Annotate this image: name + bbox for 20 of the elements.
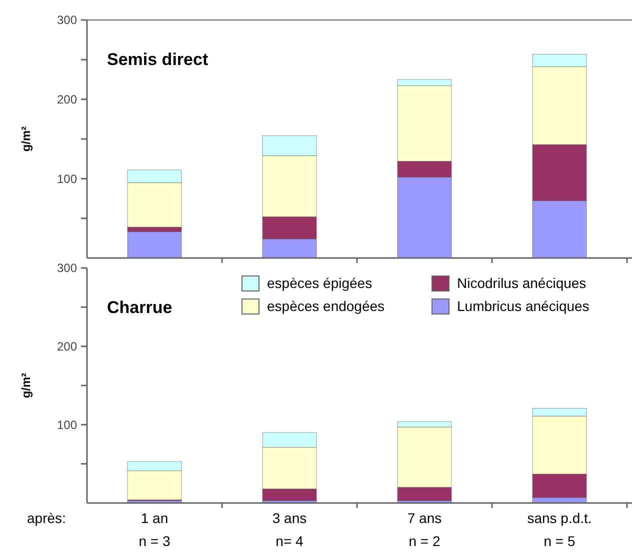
y-tick-label: 100 [56, 418, 78, 432]
y-tick-label: 300 [56, 261, 78, 276]
y-axis-title: g/m² [19, 372, 33, 398]
y-tick-label: 100 [56, 172, 78, 186]
x-tick-label: 3 ans n= 4 [272, 510, 307, 549]
y-tick-label: 300 [56, 13, 78, 28]
text: Semis direct [107, 50, 208, 69]
y-tick-label: 200 [56, 340, 78, 354]
legend-label: espèces endogées [267, 298, 385, 314]
x-tick-label: sans p.d.t. n = 5 [527, 510, 592, 549]
legend-label: espèces épigées [267, 275, 372, 291]
legend-label: Lumbricus anéciques [457, 298, 590, 314]
x-tick-label: 1 an n = 3 [138, 510, 170, 549]
text: Charrue [107, 298, 172, 317]
x-tick-label: 7 ans n = 2 [407, 510, 442, 549]
text: après: [27, 510, 66, 526]
legend-label: Nicodrilus anéciques [457, 275, 586, 291]
bar [127, 232, 182, 258]
y-tick-label: 200 [56, 92, 78, 107]
y-axis-title: g/m² [19, 126, 33, 152]
